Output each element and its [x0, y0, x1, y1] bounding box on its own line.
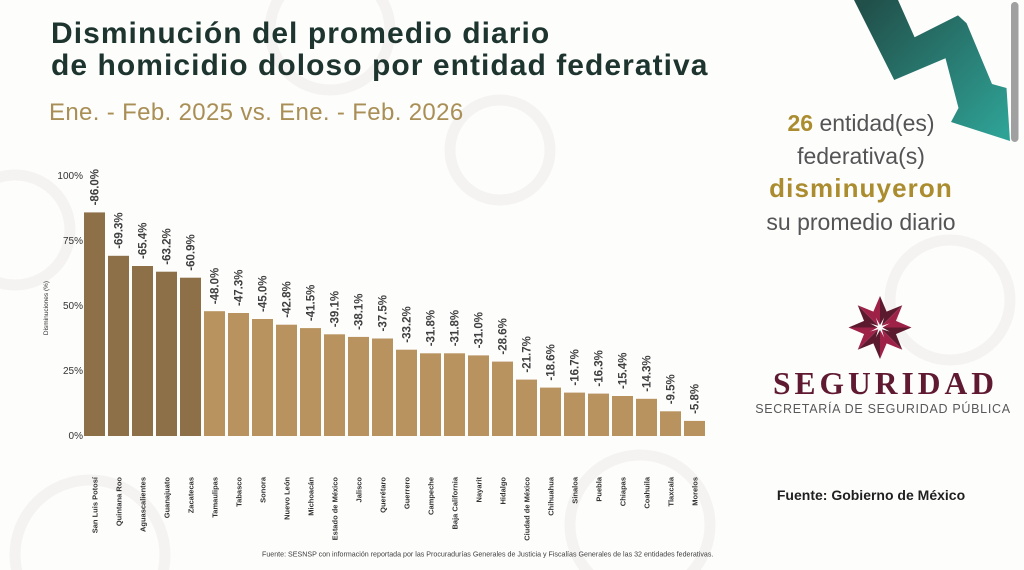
svg-text:-15.4%: -15.4% — [618, 353, 630, 389]
svg-text:Michoacán: Michoacán — [307, 477, 316, 516]
svg-text:Ciudad de México: Ciudad de México — [523, 477, 532, 541]
svg-text:-42.8%: -42.8% — [282, 281, 294, 317]
svg-text:Morelos: Morelos — [691, 477, 700, 506]
svg-text:-65.4%: -65.4% — [138, 223, 150, 259]
svg-text:-45.0%: -45.0% — [258, 276, 270, 312]
svg-text:Zacatecas: Zacatecas — [187, 477, 196, 513]
svg-text:-9.5%: -9.5% — [666, 374, 678, 404]
svg-text:Quintana Roo: Quintana Roo — [115, 477, 124, 527]
svg-text:Jalisco: Jalisco — [355, 477, 364, 503]
svg-text:-39.1%: -39.1% — [330, 291, 342, 327]
svg-text:-28.6%: -28.6% — [498, 318, 510, 354]
svg-text:San Luis Potosí: San Luis Potosí — [91, 476, 100, 533]
svg-text:-60.9%: -60.9% — [186, 234, 198, 270]
svg-text:Puebla: Puebla — [595, 476, 604, 501]
svg-text:-16.3%: -16.3% — [594, 350, 606, 386]
svg-text:-38.1%: -38.1% — [354, 293, 366, 329]
svg-text:Guerrero: Guerrero — [403, 477, 412, 510]
svg-text:Estado de México: Estado de México — [331, 477, 340, 541]
svg-text:Guanajuato: Guanajuato — [163, 477, 172, 519]
svg-text:Tabasco: Tabasco — [235, 477, 244, 507]
svg-text:-14.3%: -14.3% — [642, 355, 654, 391]
svg-text:-37.5%: -37.5% — [378, 295, 390, 331]
svg-text:-41.5%: -41.5% — [306, 285, 318, 321]
svg-text:100%: 100% — [57, 171, 83, 182]
svg-text:-47.3%: -47.3% — [234, 270, 246, 306]
svg-text:-5.8%: -5.8% — [690, 384, 702, 414]
svg-text:-48.0%: -48.0% — [210, 268, 222, 304]
svg-text:Chiapas: Chiapas — [619, 477, 628, 506]
svg-text:Chihuahua: Chihuahua — [547, 476, 556, 516]
svg-text:Tlaxcala: Tlaxcala — [667, 476, 676, 506]
svg-text:Hidalgo: Hidalgo — [499, 477, 508, 505]
svg-text:25%: 25% — [63, 366, 83, 377]
svg-text:Fuente: SESNSP con información: Fuente: SESNSP con información reportada… — [262, 551, 713, 559]
svg-text:-16.7%: -16.7% — [570, 349, 582, 385]
svg-text:-21.7%: -21.7% — [522, 336, 534, 372]
svg-text:-31.8%: -31.8% — [426, 310, 438, 346]
svg-text:-86.0%: -86.0% — [90, 169, 102, 205]
svg-text:0%: 0% — [69, 431, 84, 442]
svg-text:75%: 75% — [63, 236, 83, 247]
svg-text:Sonora: Sonora — [259, 476, 268, 503]
svg-text:Sinaloa: Sinaloa — [571, 476, 580, 504]
svg-text:Coahuila: Coahuila — [643, 476, 652, 508]
svg-text:-18.6%: -18.6% — [546, 344, 558, 380]
svg-text:Baja California: Baja California — [451, 476, 460, 529]
svg-text:-63.2%: -63.2% — [162, 228, 174, 264]
svg-text:Nuevo León: Nuevo León — [283, 477, 292, 520]
svg-text:-31.0%: -31.0% — [474, 312, 486, 348]
svg-text:Aguascalientes: Aguascalientes — [139, 477, 148, 532]
svg-text:-69.3%: -69.3% — [114, 212, 126, 248]
svg-text:Tamaulipas: Tamaulipas — [211, 477, 220, 518]
svg-text:-31.8%: -31.8% — [450, 310, 462, 346]
svg-text:Campeche: Campeche — [427, 477, 436, 515]
svg-text:Querétaro: Querétaro — [379, 477, 388, 513]
svg-text:Disminuciones (%): Disminuciones (%) — [43, 281, 50, 335]
svg-text:-33.2%: -33.2% — [402, 306, 414, 342]
svg-text:Nayarit: Nayarit — [475, 477, 484, 503]
svg-text:50%: 50% — [63, 301, 83, 312]
